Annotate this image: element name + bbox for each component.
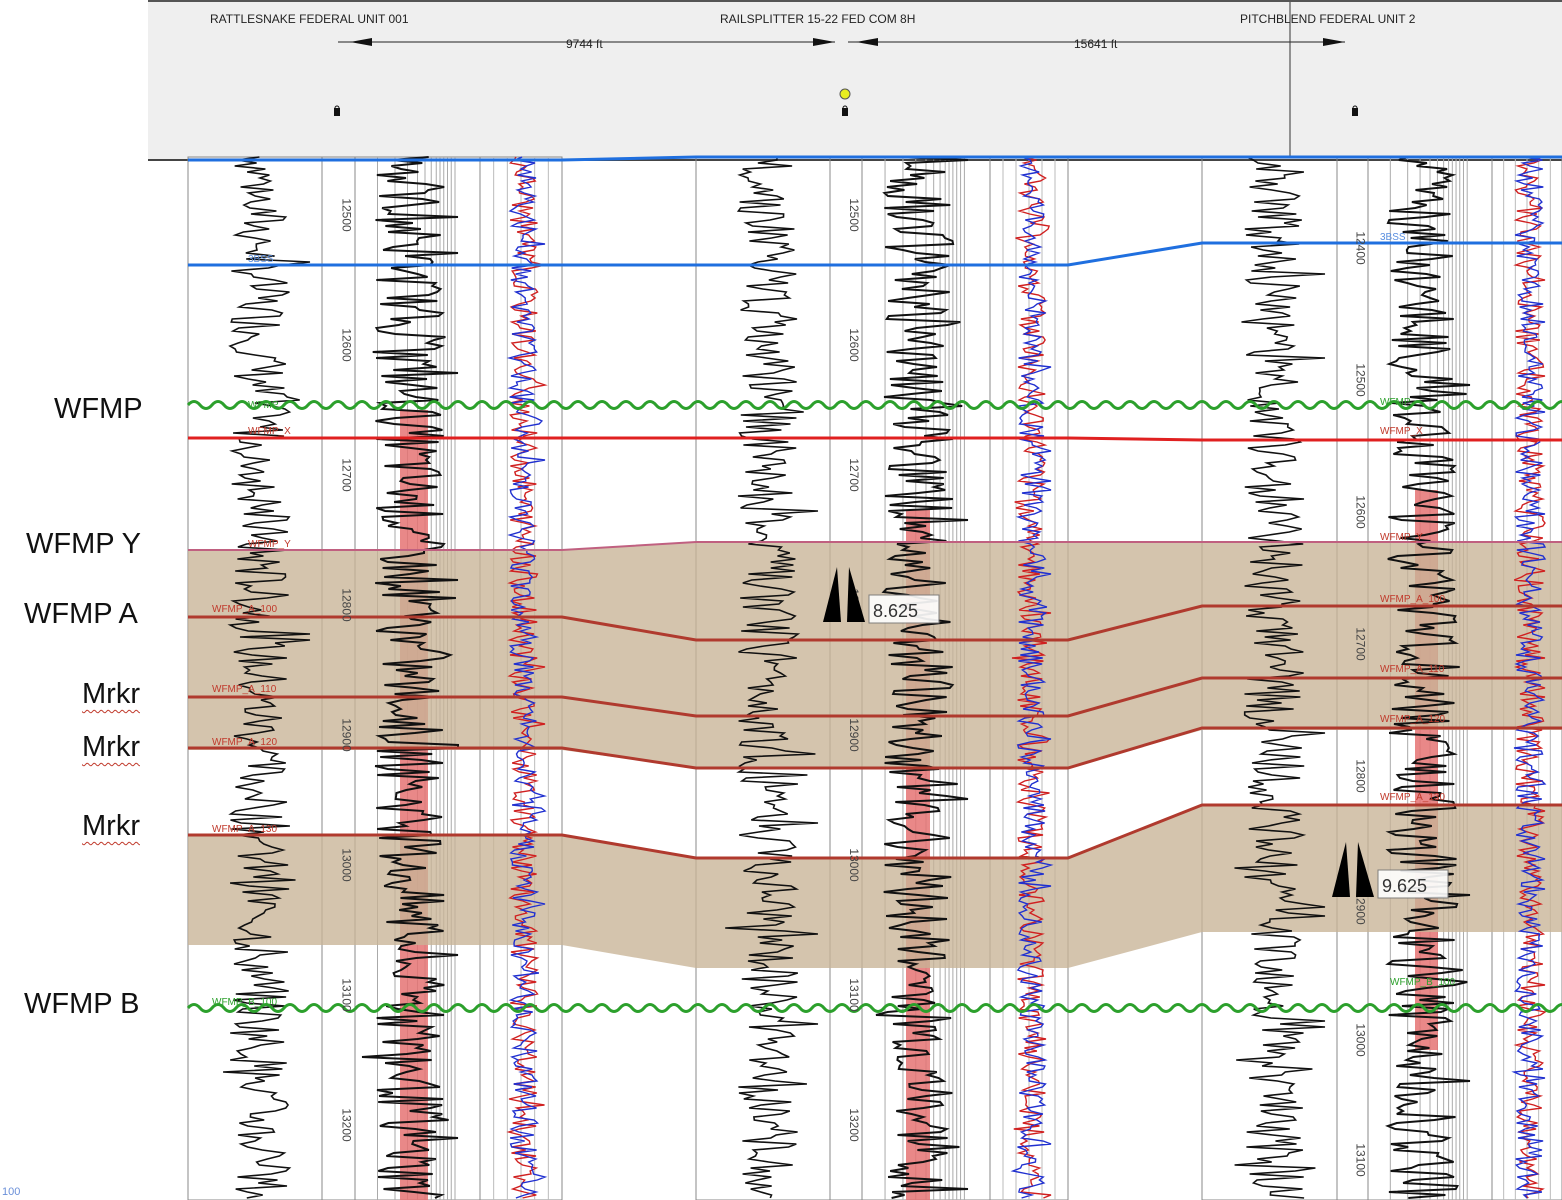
well-header-strip: RATTLESNAKE FEDERAL UNIT 001 RAILSPLITTE…	[148, 0, 1562, 161]
depth-label: 12700	[1354, 627, 1368, 661]
formation-label-wfmp-y: WFMP Y	[26, 528, 141, 560]
neutron-curve	[1010, 156, 1054, 1199]
pick-label: WFMP	[1380, 397, 1411, 408]
pick-label: WFMP_A_120	[1380, 714, 1445, 725]
pick-label: WFMP_Y	[1380, 532, 1423, 543]
formation-label-wfmp-a: WFMP A	[24, 598, 138, 630]
formation-label-wfmp: WFMP	[54, 393, 143, 425]
casing-shoe-left	[1332, 842, 1350, 897]
casing-shoe-left	[823, 567, 841, 622]
depth-label: 13100	[847, 978, 861, 1012]
resistivity-curve	[361, 156, 459, 1199]
depth-label: 13000	[1354, 1023, 1368, 1057]
casing-shoe-right	[1356, 842, 1374, 897]
well-name-pitchblend: PITCHBLEND FEDERAL UNIT 2	[1240, 12, 1416, 26]
top-wfmp-b	[186, 1003, 1562, 1013]
casing-label-box	[1377, 869, 1449, 899]
top-wfmp-y	[188, 541, 1562, 551]
depth-label: 12900	[340, 718, 354, 752]
pick-label: WFMP_A_130	[212, 824, 277, 835]
depth-label: 12400	[1354, 231, 1368, 265]
pick-label: WFMP_A_110	[1380, 664, 1445, 675]
formation-label-wfmp-b: WFMP B	[24, 988, 140, 1020]
depth-label: 12500	[340, 198, 354, 232]
resistivity-curve	[875, 156, 969, 1199]
depth-label: 13100	[1354, 1143, 1368, 1177]
depth-label: 12600	[847, 328, 861, 362]
pick-label: WFMP_B_100	[212, 997, 277, 1008]
top-upper-blue	[188, 155, 1562, 162]
depth-label: 12900	[1354, 891, 1368, 925]
pick-label: 3BSS	[248, 254, 274, 265]
depth-label: 13200	[340, 1108, 354, 1142]
well-name-railsplitter: RAILSPLITTER 15-22 FED COM 8H	[720, 12, 916, 26]
depth-label: 12500	[1354, 363, 1368, 397]
pick-label: WFMP_B_100	[1390, 977, 1455, 988]
top-3bss	[188, 241, 1562, 267]
depth-label: 13200	[847, 1108, 861, 1142]
depth-label: 12600	[340, 328, 354, 362]
neutron-curve	[506, 156, 548, 1199]
well-name-rattlesnake: RATTLESNAKE FEDERAL UNIT 001	[210, 12, 409, 26]
top-wfmp-a-110	[188, 676, 1562, 718]
top-wfmp	[186, 400, 1562, 410]
casing-label: 8.625	[873, 601, 918, 621]
pick-label: WFMP_A_120	[212, 737, 277, 748]
well-symbols	[334, 88, 1358, 116]
depth-label: 12800	[1354, 759, 1368, 793]
pick-label: WFMP_X	[1380, 426, 1423, 437]
casing-markers: 8.625 9.625	[823, 567, 1449, 899]
depth-label: 12600	[1354, 495, 1368, 529]
pick-label: 3BSS	[1380, 232, 1406, 243]
depth-label: 13100	[340, 978, 354, 1012]
depth-label: 12800	[340, 588, 354, 622]
depth-label: 13000	[847, 848, 861, 882]
depth-label: 12700	[340, 458, 354, 492]
depth-label: 12500	[847, 198, 861, 232]
formation-label-mrkr-1: Mrkr	[82, 678, 140, 710]
pick-label: WFMP_A_130	[1380, 792, 1445, 803]
top-wfmp-a-100	[188, 604, 1562, 642]
distance-label-1: 9744 ft	[564, 37, 605, 51]
depth-label: 12900	[847, 718, 861, 752]
casing-shoe-right	[847, 567, 865, 622]
gamma-ray-curve	[223, 156, 311, 1199]
pick-label: WFMP_A_100	[1380, 594, 1445, 605]
top-wfmp-a-130	[188, 803, 1562, 860]
formation-label-mrkr-2: Mrkr	[82, 731, 140, 763]
formation-tops: WFMP WFMP_X WFMP_Y WFMP_A_100 WFMP_A_110 WFMP…	[186, 155, 1562, 1013]
pick-label: WFMP_A_110	[212, 684, 277, 695]
formation-label-mrkr-3: Mrkr	[82, 810, 140, 842]
pick-label: WFMP_X	[248, 426, 291, 437]
depth-label: 13000	[340, 848, 354, 882]
corner-text: 100	[2, 1186, 21, 1198]
top-wfmp-a-120	[188, 726, 1562, 770]
distance-arrows	[338, 2, 1345, 157]
gamma-ray-curve	[725, 156, 819, 1199]
top-wfmp-x	[188, 436, 1562, 442]
casing-label: 9.625	[1382, 876, 1427, 896]
pick-label: WFMP_A_100	[212, 604, 277, 615]
casing-label-box	[868, 594, 940, 624]
distance-label-2: 15641 ft	[1072, 37, 1120, 51]
pick-label: WFMP	[248, 400, 279, 411]
depth-label: 12700	[847, 458, 861, 492]
pick-label: WFMP_Y	[248, 539, 291, 550]
